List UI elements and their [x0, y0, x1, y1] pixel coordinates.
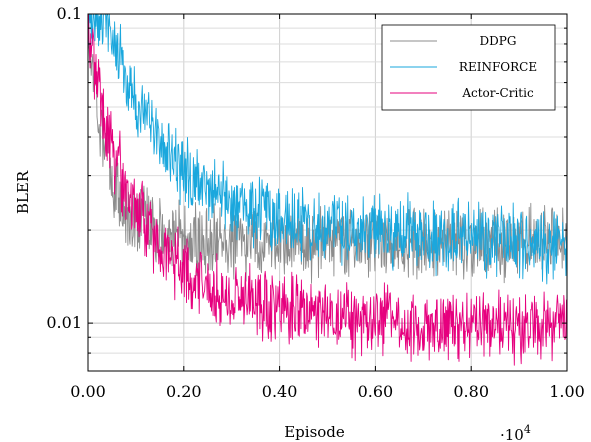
legend-label: REINFORCE: [459, 60, 537, 74]
x-tick-label: 0.60: [358, 382, 394, 401]
x-axis-label: Episode: [284, 423, 345, 441]
y-axis-label: BLER: [14, 170, 32, 214]
x-tick-label: 0.00: [70, 382, 106, 401]
x-multiplier-base: ·10: [500, 426, 524, 442]
x-tick-label: 0.40: [262, 382, 298, 401]
legend-label: Actor-Critic: [461, 86, 534, 100]
series-line-reinforce: [87, 13, 568, 285]
legend-label: DDPG: [480, 34, 517, 48]
series-group: [87, 13, 568, 366]
ticks: [87, 13, 568, 372]
tick-labels: 0.00 0.20 0.40 0.60 0.80 1.00 0.1 0.01: [46, 4, 584, 401]
series-line-actor-critic: [87, 13, 568, 366]
y-tick-label: 0.1: [57, 4, 82, 23]
y-tick-label: 0.01: [46, 313, 82, 332]
legend: DDPG REINFORCE Actor-Critic: [381, 24, 556, 111]
x-tick-label: 1.00: [549, 382, 585, 401]
x-tick-label: 0.80: [453, 382, 489, 401]
plot-frame: [87, 13, 568, 372]
x-tick-label: 0.20: [166, 382, 202, 401]
x-multiplier-label: ·104: [500, 423, 531, 442]
x-multiplier-exponent: 4: [524, 423, 531, 436]
